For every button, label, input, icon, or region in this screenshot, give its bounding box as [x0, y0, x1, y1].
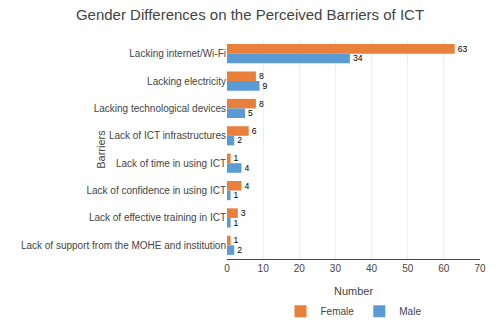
- svg-text:0: 0: [224, 263, 230, 274]
- svg-text:60: 60: [438, 263, 450, 274]
- svg-text:Number: Number: [334, 285, 373, 297]
- svg-text:8: 8: [259, 71, 264, 81]
- svg-text:4: 4: [244, 181, 249, 191]
- svg-text:Lack of effective training in: Lack of effective training in ICT: [89, 212, 226, 223]
- svg-text:Female: Female: [321, 306, 355, 317]
- svg-text:1: 1: [234, 190, 239, 200]
- svg-text:1: 1: [234, 235, 239, 245]
- svg-text:3: 3: [241, 208, 246, 218]
- svg-text:6: 6: [252, 126, 257, 136]
- svg-text:Barriers: Barriers: [95, 130, 107, 169]
- svg-text:2: 2: [237, 245, 242, 255]
- svg-text:40: 40: [366, 263, 378, 274]
- svg-text:70: 70: [474, 263, 486, 274]
- svg-text:Lack of time in using ICT: Lack of time in using ICT: [116, 158, 226, 169]
- svg-text:1: 1: [234, 218, 239, 228]
- svg-text:Lack of confidence in using IC: Lack of confidence in using ICT: [86, 185, 226, 196]
- svg-text:Lacking internet/Wi-Fi: Lacking internet/Wi-Fi: [129, 48, 226, 59]
- svg-text:Lacking electricity: Lacking electricity: [147, 76, 226, 87]
- svg-text:20: 20: [294, 263, 306, 274]
- svg-text:30: 30: [330, 263, 342, 274]
- svg-text:63: 63: [458, 44, 468, 54]
- svg-text:Lack of support from the MOHE: Lack of support from the MOHE and instit…: [21, 240, 226, 251]
- svg-text:Gender Differences on the Perc: Gender Differences on the Perceived Barr…: [76, 6, 424, 23]
- svg-text:Lack of ICT infrastructures: Lack of ICT infrastructures: [109, 130, 226, 141]
- svg-text:9: 9: [263, 81, 268, 91]
- svg-text:4: 4: [244, 163, 249, 173]
- svg-text:1: 1: [234, 153, 239, 163]
- svg-text:34: 34: [353, 53, 363, 63]
- svg-text:Lacking technological devices: Lacking technological devices: [94, 103, 226, 114]
- svg-text:2: 2: [237, 135, 242, 145]
- svg-text:10: 10: [258, 263, 270, 274]
- svg-text:Male: Male: [399, 306, 421, 317]
- svg-text:8: 8: [259, 99, 264, 109]
- svg-text:5: 5: [248, 108, 253, 118]
- svg-text:50: 50: [402, 263, 414, 274]
